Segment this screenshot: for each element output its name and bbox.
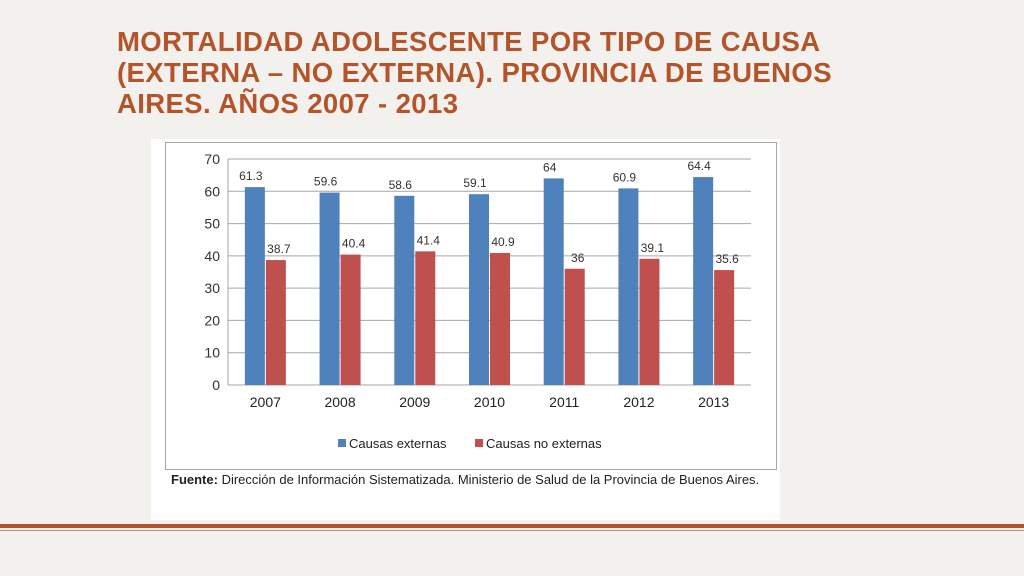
bar-causas-no-externas [564,268,585,385]
data-label: 40.4 [342,237,366,251]
data-label: 64.4 [687,159,711,173]
data-label: 35.6 [715,252,739,266]
legend-label: Causas no externas [486,436,602,451]
bar-causas-externas [469,194,489,385]
y-tick-label: 50 [204,216,220,232]
data-label: 38.7 [267,242,291,256]
data-label: 41.4 [417,233,441,247]
x-tick-label: 2011 [549,394,579,410]
bar-causas-externas [319,192,340,385]
data-label: 36 [571,251,585,265]
legend-label: Causas externas [349,436,447,451]
data-label: 59.6 [314,175,338,189]
data-label: 64 [543,160,557,174]
data-label: 58.6 [389,178,413,192]
bar-causas-no-externas [639,258,660,385]
title-line-2: (EXTERNA – NO EXTERNA). PROVINCIA DE BUE… [117,57,832,88]
bar-causas-no-externas [714,270,735,385]
legend-swatch [338,439,346,447]
bar-causas-externas [244,187,265,385]
bottom-rule-thin [0,530,1024,531]
y-tick-label: 30 [204,280,220,296]
y-tick-label: 60 [204,183,220,199]
y-tick-label: 0 [212,377,220,393]
x-tick-label: 2009 [399,394,430,410]
title-line-3: AIRES. AÑOS 2007 - 2013 [117,88,459,119]
bar-causas-no-externas [340,254,361,385]
slide-title: MORTALIDAD ADOLESCENTE POR TIPO DE CAUSA… [117,26,877,119]
source-label: Fuente: [171,472,218,487]
legend-swatch [475,439,483,447]
bar-causas-externas [543,178,564,385]
y-tick-label: 70 [204,151,220,167]
y-tick-label: 40 [204,248,220,264]
x-tick-label: 2012 [623,394,654,410]
data-label: 39.1 [641,241,665,255]
data-label: 40.9 [491,235,515,249]
bar-causas-no-externas [415,251,436,385]
source-text: Dirección de Información Sistematizada. … [217,472,760,487]
x-tick-label: 2010 [474,394,505,410]
bar-causas-no-externas [265,260,286,385]
chart-frame: 0 10 20 30 40 50 60 70 61.3 38.7 2007 59.6 40.4 2008 5… [165,142,777,470]
x-tick-label: 2007 [250,394,281,410]
chart-figure: 0 10 20 30 40 50 60 70 61.3 38.7 2007 59.6 40.4 2008 5… [151,139,780,520]
source-note: Fuente: Dirección de Información Sistema… [171,471,771,488]
data-label: 60.9 [613,170,637,184]
bar-chart: 0 10 20 30 40 50 60 70 61.3 38.7 2007 59.6 40.4 2008 5… [204,151,751,451]
x-tick-label: 2013 [698,394,729,410]
data-label: 59.1 [463,176,487,190]
y-tick-label: 20 [204,312,220,328]
bar-causas-no-externas [490,252,510,385]
y-tick-label: 10 [204,345,220,361]
bar-causas-externas [693,177,714,385]
x-tick-label: 2008 [324,394,355,410]
bar-causas-externas [618,188,639,385]
title-line-1: MORTALIDAD ADOLESCENTE POR TIPO DE CAUSA [117,26,821,57]
bottom-rule [0,524,1024,528]
data-label: 61.3 [239,169,263,183]
bar-causas-externas [394,195,415,385]
